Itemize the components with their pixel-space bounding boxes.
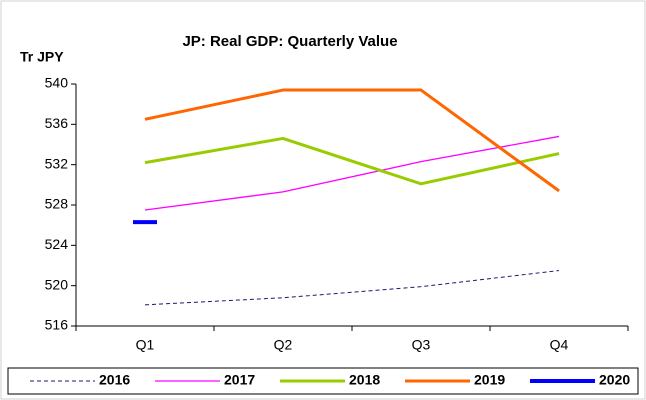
chart-title: JP: Real GDP: Quarterly Value (182, 33, 397, 50)
legend-label: 2019 (474, 372, 505, 388)
x-tick-label: Q1 (136, 337, 155, 353)
legend-label: 2020 (599, 372, 630, 388)
x-tick-label: Q2 (274, 337, 293, 353)
y-tick-label: 528 (45, 196, 69, 212)
legend-label: 2018 (349, 372, 380, 388)
legend-label: 2016 (99, 372, 130, 388)
series-line (144, 88, 560, 193)
x-tick-label: Q4 (550, 337, 569, 353)
y-axis-label: Tr JPY (20, 49, 64, 65)
y-tick-label: 540 (45, 75, 69, 91)
y-tick-label: 532 (45, 155, 69, 171)
series-line (144, 270, 560, 306)
legend-label: 2017 (224, 372, 255, 388)
y-tick-label: 524 (45, 236, 69, 252)
x-tick-label: Q3 (412, 337, 431, 353)
y-tick-label: 516 (45, 317, 69, 333)
y-tick-label: 536 (45, 115, 69, 131)
y-tick-label: 520 (45, 276, 69, 292)
series-line (144, 136, 560, 186)
legend-box (7, 367, 639, 395)
series-line (144, 135, 560, 211)
